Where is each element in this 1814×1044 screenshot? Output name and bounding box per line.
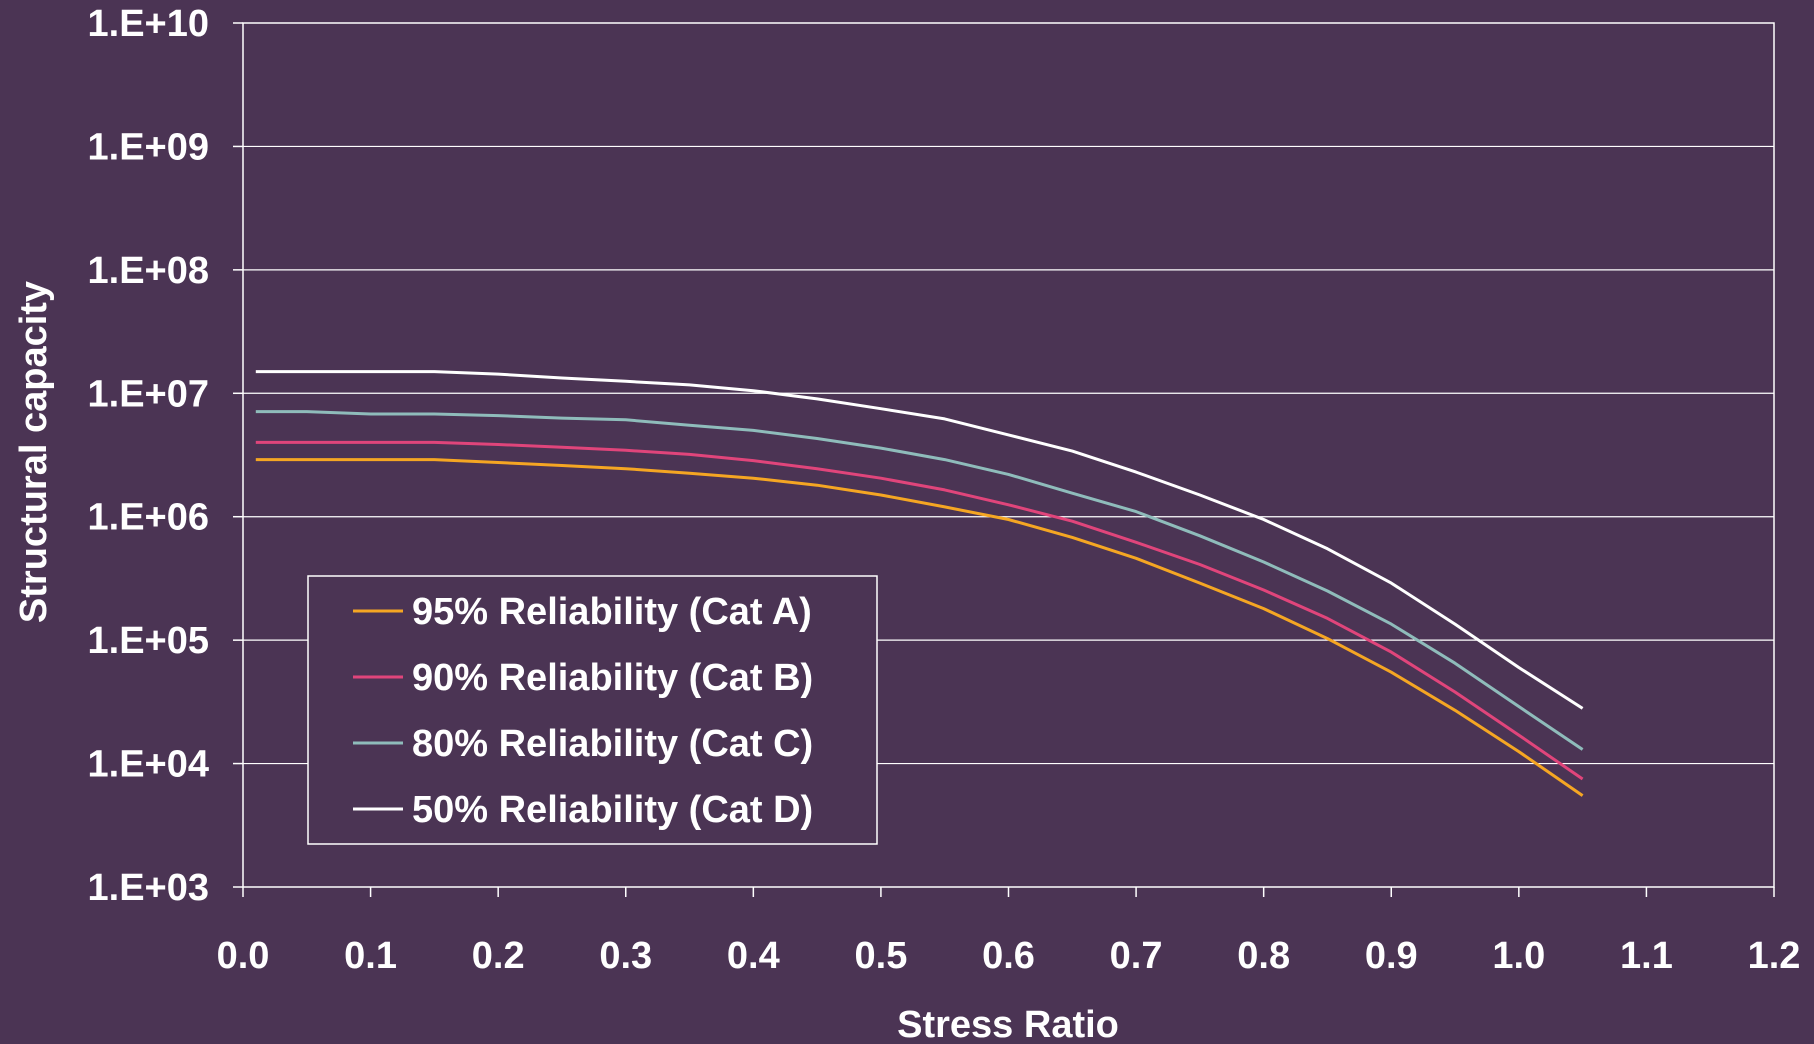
series-lines: [255, 370, 1584, 797]
y-tick-label: 1.E+09: [88, 126, 210, 168]
x-axis-ticks: 0.0 0.1 0.2 0.3 0.4 0.5 0.6 0.7 0.8 0.9 1.0 1.1 1.2: [217, 887, 1801, 977]
y-tick-label: 1.E+07: [88, 373, 210, 415]
y-axis-ticks: 1.E+03 1.E+04 1.E+05 1.E+06 1.E+07 1.E+08 1.E+…: [88, 3, 243, 909]
legend-label: 80% Reliability (Cat C): [412, 723, 813, 765]
y-tick-label: 1.E+06: [88, 497, 210, 539]
x-tick-label: 0.9: [1365, 935, 1418, 977]
x-tick-label: 0.0: [217, 935, 270, 977]
x-axis-title: Stress Ratio: [897, 1004, 1119, 1044]
y-axis-title: Structural capacity: [13, 281, 55, 623]
legend: 95% Reliability (Cat A) 90% Reliability (…: [307, 575, 878, 845]
x-tick-label: 0.6: [982, 935, 1035, 977]
y-tick-label: 1.E+10: [88, 3, 210, 45]
legend-label: 50% Reliability (Cat D): [412, 789, 813, 831]
series-line-4: [255, 370, 1584, 710]
x-tick-label: 0.3: [599, 935, 652, 977]
x-tick-label: 1.1: [1620, 935, 1673, 977]
y-tick-label: 1.E+08: [88, 250, 210, 292]
x-tick-label: 1.0: [1492, 935, 1545, 977]
legend-box: [307, 575, 878, 845]
legend-label: 95% Reliability (Cat A): [412, 591, 812, 633]
x-tick-label: 0.4: [727, 935, 780, 977]
y-tick-label: 1.E+05: [88, 620, 210, 662]
x-tick-label: 0.1: [344, 935, 397, 977]
x-tick-label: 0.2: [472, 935, 525, 977]
x-tick-label: 0.5: [855, 935, 908, 977]
y-tick-label: 1.E+04: [88, 744, 210, 786]
x-tick-label: 1.2: [1748, 935, 1801, 977]
x-tick-label: 0.8: [1237, 935, 1290, 977]
x-tick-label: 0.7: [1110, 935, 1163, 977]
legend-label: 90% Reliability (Cat B): [412, 657, 813, 699]
series-line-2: [255, 440, 1584, 781]
y-tick-label: 1.E+03: [88, 867, 210, 909]
series-line-3: [255, 410, 1584, 751]
series-line-1: [255, 458, 1584, 797]
